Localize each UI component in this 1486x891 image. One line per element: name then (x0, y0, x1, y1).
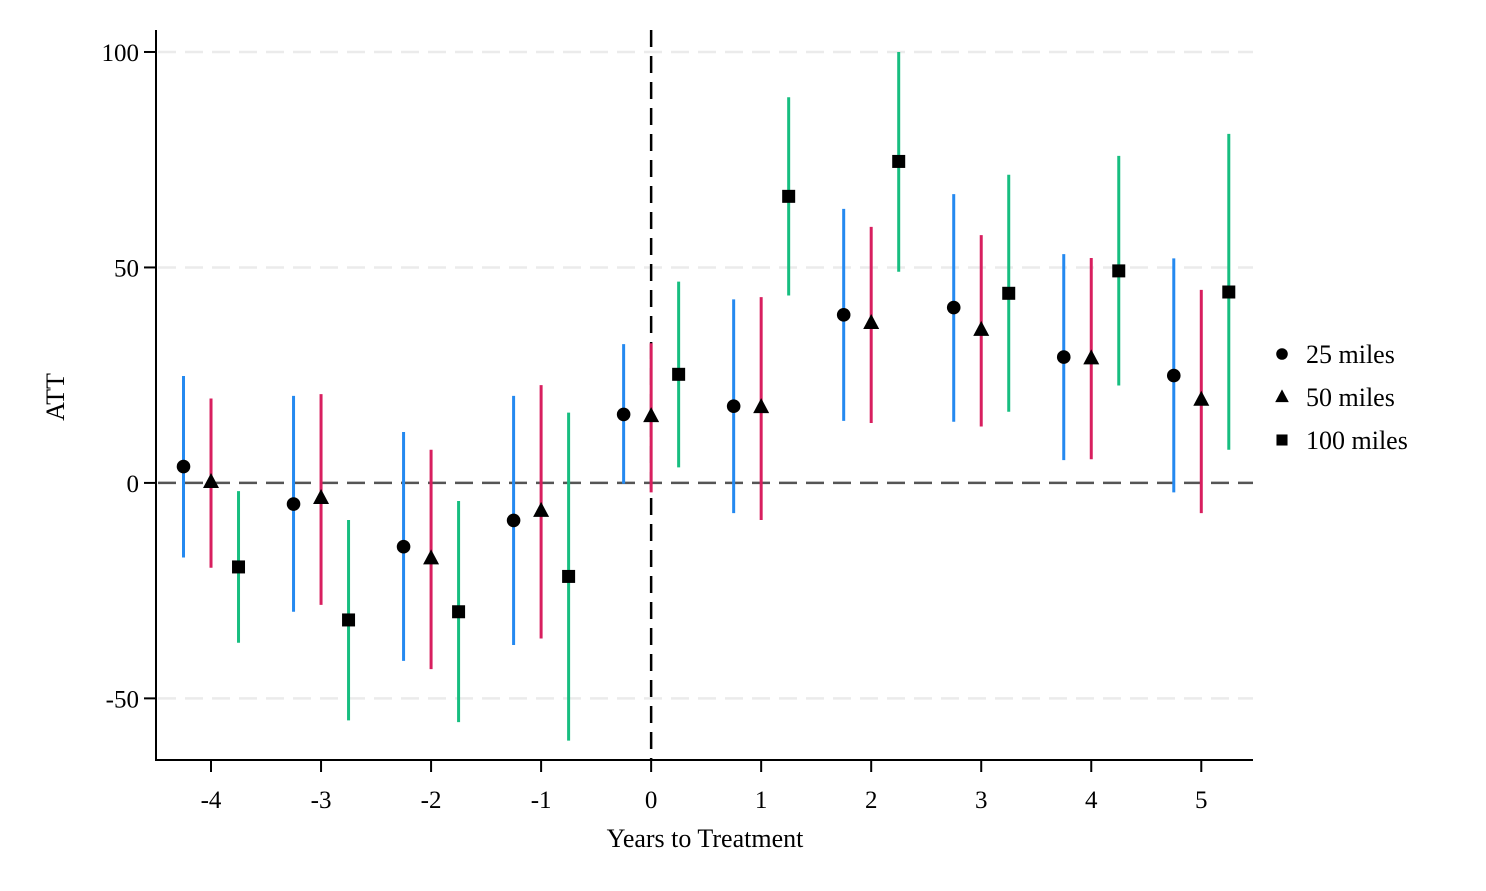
x-tick-label: 0 (645, 787, 658, 814)
legend-label-50-miles: 50 miles (1306, 383, 1395, 412)
point-100-miles (342, 613, 356, 627)
y-axis-title: ATT (41, 373, 70, 421)
x-axis-title: Years to Treatment (607, 824, 804, 853)
point-25-miles (1056, 350, 1071, 364)
y-tick-label: 0 (127, 471, 140, 498)
x-tick-label: 4 (1085, 787, 1098, 814)
legend-square-icon (1276, 434, 1288, 446)
point-50-miles (423, 549, 440, 565)
y-tick-label: -50 (106, 686, 139, 713)
x-tick-label: 5 (1195, 787, 1208, 814)
point-100-miles (562, 569, 576, 583)
point-100-miles (1002, 286, 1016, 300)
point-25-miles (396, 539, 411, 554)
point-25-miles (946, 300, 961, 315)
point-25-miles (286, 497, 301, 511)
point-50-miles (203, 473, 220, 489)
point-25-miles (506, 513, 521, 528)
point-50-miles (533, 501, 550, 517)
x-tick-label: -3 (311, 787, 332, 814)
point-25-miles (616, 407, 631, 422)
point-25-miles (176, 459, 191, 474)
point-25-miles (1166, 368, 1181, 383)
legend-triangle-icon (1275, 389, 1289, 403)
confidence-intervals (182, 51, 1231, 741)
point-100-miles (782, 189, 796, 203)
y-tick-label: 100 (102, 40, 140, 67)
gridlines (158, 50, 1253, 700)
point-50-miles (643, 407, 660, 423)
legend: 25 miles 50 miles 100 miles (1275, 340, 1408, 455)
point-100-miles (672, 367, 686, 381)
point-50-miles (973, 320, 990, 336)
x-tick-label: -1 (531, 787, 552, 814)
axis-ticks: -50 0 50 100 -4 -3 -2 -1 0 1 2 3 4 5 (102, 40, 1208, 814)
x-tick-label: 2 (865, 787, 878, 814)
y-tick-label: 50 (114, 255, 139, 282)
point-100-miles (892, 154, 906, 168)
x-tick-label: 3 (975, 787, 988, 814)
point-50-miles (863, 314, 880, 330)
point-50-miles (1193, 390, 1210, 406)
point-25-miles (726, 399, 741, 414)
axes (155, 30, 1253, 761)
point-estimates (176, 154, 1236, 627)
point-100-miles (452, 605, 466, 619)
point-25-miles (836, 308, 851, 322)
legend-circle-icon (1276, 348, 1288, 360)
point-50-miles (313, 488, 330, 504)
point-100-miles (1112, 264, 1126, 278)
legend-label-100-miles: 100 miles (1306, 426, 1408, 455)
point-100-miles (232, 560, 246, 574)
point-50-miles (753, 398, 770, 414)
x-tick-label: 1 (755, 787, 768, 814)
point-50-miles (1083, 349, 1100, 365)
legend-label-25-miles: 25 miles (1306, 340, 1395, 369)
point-100-miles (1222, 285, 1236, 299)
x-tick-label: -2 (421, 787, 442, 814)
x-tick-label: -4 (201, 787, 222, 814)
